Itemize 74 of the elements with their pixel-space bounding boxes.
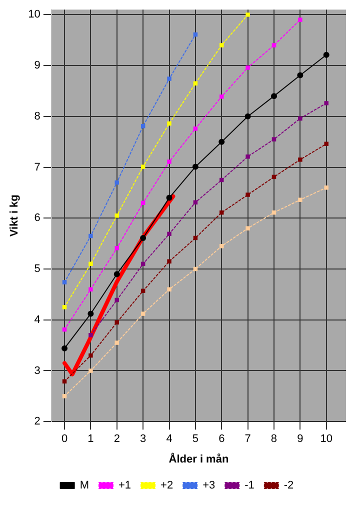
x-tick-label: 2 (114, 433, 120, 446)
x-tick-label: 5 (192, 433, 199, 446)
point (298, 158, 302, 162)
point (298, 116, 302, 121)
y-tick-label: 5 (34, 263, 40, 276)
point (246, 154, 250, 159)
point (270, 93, 277, 100)
legend-label: M (80, 480, 89, 492)
x-tick-label: 3 (140, 433, 146, 446)
point (114, 340, 120, 345)
point (140, 312, 146, 316)
y-tick-label: 2 (34, 416, 40, 428)
point (167, 160, 172, 164)
point (324, 142, 328, 146)
point (246, 12, 250, 17)
x-axis-title: Ålder i mån (168, 452, 229, 466)
point (324, 101, 328, 106)
point (140, 234, 146, 241)
point (297, 72, 304, 78)
point (88, 262, 93, 266)
point (166, 194, 172, 201)
point (88, 234, 93, 238)
point (114, 246, 120, 250)
point (167, 287, 172, 292)
legend-label: -2 (284, 480, 294, 492)
x-tick-label: 0 (61, 433, 68, 446)
point (272, 137, 276, 142)
point (192, 164, 198, 170)
point (167, 76, 172, 81)
point (193, 81, 198, 86)
point (62, 280, 67, 284)
legend-label: +1 (118, 480, 132, 492)
point (62, 345, 68, 352)
x-tick-label: 4 (166, 433, 172, 446)
point (167, 232, 172, 236)
x-tick-label: 6 (218, 433, 225, 446)
point (88, 310, 94, 317)
y-tick-label: 6 (34, 212, 40, 224)
point (324, 186, 328, 190)
point (246, 65, 250, 70)
point (88, 333, 93, 338)
point (246, 192, 250, 197)
point (88, 353, 93, 358)
y-tick-label: 3 (34, 364, 40, 377)
point (88, 368, 93, 373)
point (140, 164, 146, 169)
point (114, 271, 120, 278)
x-tick-label: 8 (270, 433, 278, 446)
point (298, 18, 302, 22)
point (220, 43, 224, 48)
x-tick-label: 10 (320, 433, 332, 446)
y-tick-label: 8 (34, 110, 40, 122)
point (298, 198, 302, 202)
legend-label: +3 (202, 480, 216, 492)
x-tick-label: 9 (297, 433, 304, 446)
point (246, 226, 250, 230)
x-tick-label: 1 (88, 433, 94, 446)
x-tick-label: 7 (244, 433, 251, 446)
point (62, 305, 67, 310)
point (272, 43, 276, 48)
point (167, 121, 172, 126)
y-tick-label: 10 (28, 8, 40, 21)
y-axis-title: Vikt i kg (8, 194, 21, 237)
point (62, 394, 67, 398)
y-tick-label: 4 (34, 314, 40, 326)
point (88, 287, 93, 292)
point (323, 52, 330, 58)
point (167, 259, 172, 264)
legend-label: -1 (244, 480, 254, 492)
legend-label: +2 (160, 480, 174, 492)
y-tick-label: 7 (34, 161, 40, 174)
point (244, 113, 251, 120)
point (218, 138, 225, 145)
y-tick-label: 9 (34, 60, 40, 72)
